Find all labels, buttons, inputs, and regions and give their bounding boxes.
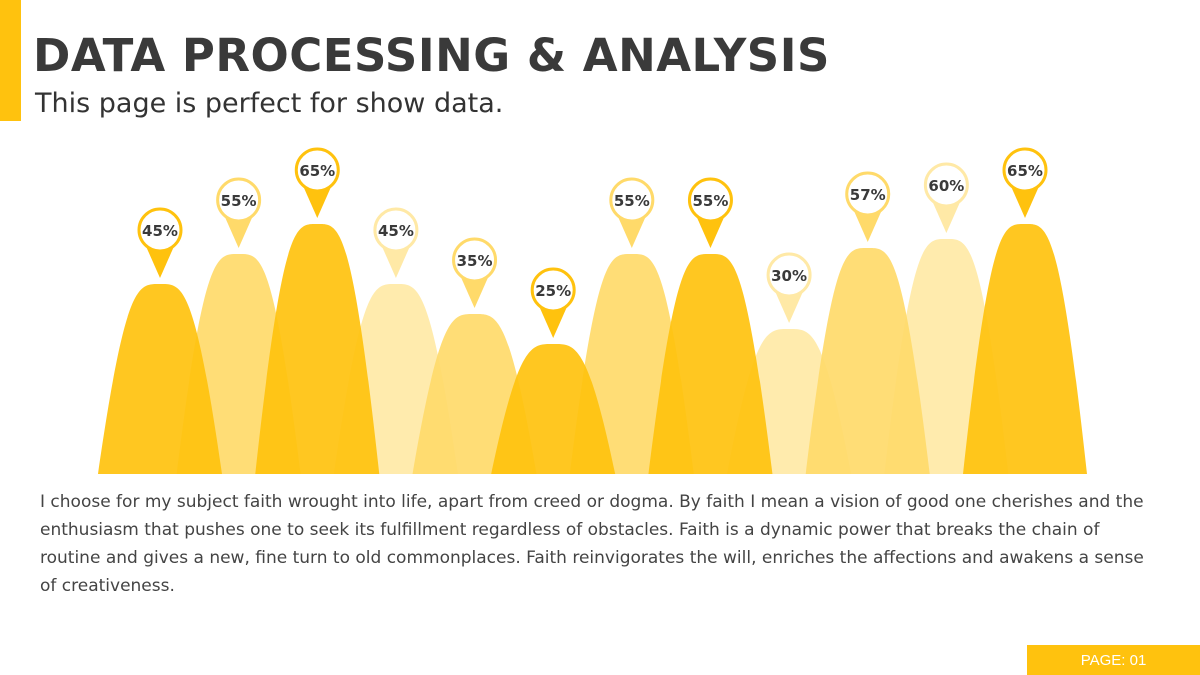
- chart-markers: 45% 55% 65% 45% 35% 25% 55% 55% 30% 57% 60% 65%: [137, 147, 1048, 338]
- marker-pin-12: [1010, 184, 1040, 218]
- data-label-3: 65%: [299, 162, 335, 180]
- marker-pin-4: [381, 244, 411, 278]
- marker-circle-10: [845, 171, 891, 217]
- data-label-2: 55%: [221, 192, 257, 210]
- data-label-7: 55%: [614, 192, 650, 210]
- page-title: DATA PROCESSING & ANALYSIS: [33, 29, 830, 82]
- value-marker-12: 65%: [1002, 147, 1048, 218]
- value-marker-11: 60%: [923, 162, 969, 233]
- marker-circle-11: [923, 162, 969, 208]
- marker-pin-5: [459, 274, 490, 308]
- value-marker-10: 57%: [845, 171, 891, 242]
- chart-peak-3: [255, 223, 380, 474]
- chart-peaks: [98, 223, 1087, 474]
- value-marker-6: 25%: [530, 267, 576, 338]
- value-marker-5: 35%: [452, 237, 498, 308]
- chart-peak-1: [98, 283, 222, 474]
- marker-pin-1: [145, 244, 175, 278]
- marker-pin-11: [931, 199, 962, 233]
- data-label-10: 57%: [850, 186, 886, 204]
- marker-pin-10: [853, 208, 883, 242]
- body-paragraph: I choose for my subject faith wrought in…: [40, 492, 1144, 596]
- data-label-11: 60%: [928, 177, 964, 195]
- page-subtitle: This page is perfect for show data.: [35, 88, 504, 119]
- data-label-8: 55%: [693, 192, 729, 210]
- value-marker-2: 55%: [216, 177, 262, 248]
- data-label-9: 30%: [771, 267, 807, 285]
- marker-pin-8: [695, 214, 726, 248]
- chart-peak-10: [805, 247, 930, 474]
- page-number-badge: PAGE: 01: [1027, 645, 1200, 675]
- value-marker-4: 45%: [373, 207, 419, 278]
- marker-circle-3: [294, 147, 340, 193]
- marker-circle-2: [216, 177, 262, 223]
- chart-peak-6: [491, 343, 616, 474]
- value-marker-8: 55%: [687, 177, 733, 248]
- marker-circle-8: [687, 177, 733, 223]
- marker-circle-12: [1002, 147, 1048, 193]
- marker-pin-7: [617, 214, 647, 248]
- marker-pin-9: [774, 289, 804, 323]
- marker-circle-4: [373, 207, 419, 253]
- data-label-4: 45%: [378, 222, 414, 240]
- marker-pin-2: [223, 214, 254, 248]
- value-marker-7: 55%: [609, 177, 655, 248]
- chart-peak-12: [963, 223, 1087, 474]
- marker-pin-3: [302, 184, 332, 218]
- data-label-1: 45%: [142, 222, 178, 240]
- data-label-6: 25%: [535, 282, 571, 300]
- chart-peak-8: [648, 253, 773, 474]
- value-marker-1: 45%: [137, 207, 183, 278]
- marker-circle-1: [137, 207, 183, 253]
- data-label-5: 35%: [457, 252, 493, 270]
- marker-circle-9: [766, 252, 812, 298]
- data-label-12: 65%: [1007, 162, 1043, 180]
- value-marker-3: 65%: [294, 147, 340, 218]
- marker-circle-5: [452, 237, 498, 283]
- marker-pin-6: [538, 304, 568, 338]
- marker-circle-6: [530, 267, 576, 313]
- accent-bar: [0, 0, 21, 121]
- value-marker-9: 30%: [766, 252, 812, 323]
- marker-circle-7: [609, 177, 655, 223]
